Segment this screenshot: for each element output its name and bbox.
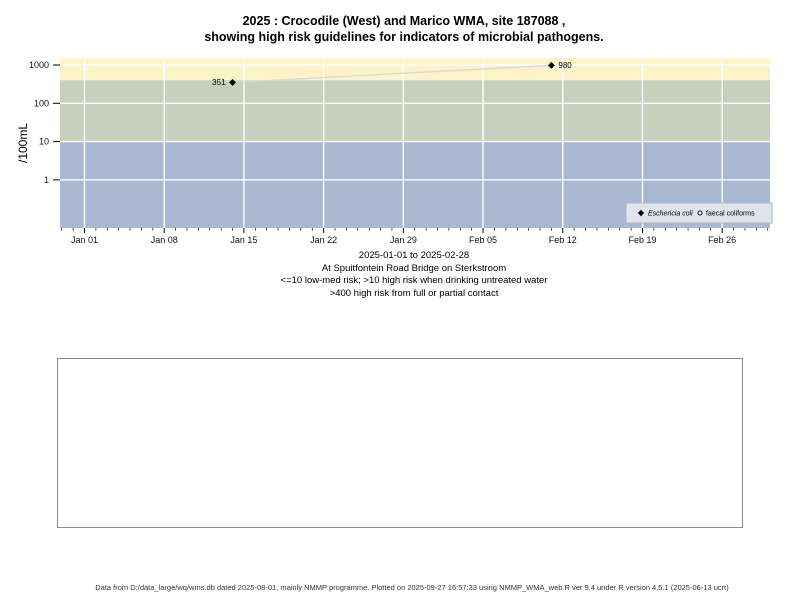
series-line-ecoli	[232, 64, 552, 84]
x-tick-label: Jan 08	[151, 235, 178, 245]
caption-contact-risk: >400 high risk from full or partial cont…	[329, 287, 499, 299]
chart-subtitle: showing high risk guidelines for indicat…	[204, 30, 604, 44]
caption-date-range: 2025-01-01 to 2025-02-28	[358, 250, 470, 261]
legend-marker-faecal-coliforms-icon	[697, 210, 703, 216]
legend-label-escherichia-coli: Eschericia coli	[648, 211, 693, 218]
risk-band-10-to-400-high-risk-drinking	[60, 80, 770, 142]
risk-band-above-400-high-risk-contact	[60, 58, 770, 81]
data-point-label: 980	[558, 61, 572, 70]
data-point-marker	[547, 61, 555, 69]
y-tick-label: 1000	[29, 60, 49, 70]
x-tick-label: Jan 15	[230, 235, 257, 245]
legend-box	[625, 202, 773, 224]
caption-drinking-risk: <=10 low-med risk; >10 high risk when dr…	[280, 275, 548, 286]
data-point-marker	[229, 79, 236, 86]
chart-title: 2025 : Crocodile (West) and Marico WMA, …	[242, 14, 566, 28]
data-point-label: 351	[212, 78, 226, 87]
x-tick-label: Jan 29	[390, 235, 417, 245]
y-tick-label: 10	[39, 137, 49, 147]
x-tick-label: Jan 22	[310, 235, 337, 245]
footer-text: Data from D:/data_large/wq/wms.db dated …	[95, 583, 729, 592]
caption-block: 2025-01-01 to 2025-02-28 At Spuitfontein…	[29, 250, 799, 300]
x-tick-label: Feb 26	[708, 235, 736, 245]
plot-svg: 1 10 100 1000 Jan 01 Jan 08 Jan 15 Jan 22 Jan 29…	[29, 58, 773, 245]
x-tick-label: Feb 19	[628, 235, 656, 245]
legend-marker-escherichia-coli-icon	[637, 209, 645, 217]
y-tick-label: 100	[34, 98, 49, 108]
x-tick-label: Feb 12	[549, 235, 577, 245]
x-tick-label: Feb 05	[469, 235, 497, 245]
y-tick-label: 1	[44, 175, 49, 185]
caption-location: At Spuitfontein Road Bridge on Sterkstro…	[321, 262, 507, 274]
chart-title-block: 2025 : Crocodile (West) and Marico WMA, …	[4, 13, 800, 45]
x-tick-label: Jan 01	[71, 235, 98, 245]
empty-panel	[57, 358, 743, 528]
legend-label-faecal-coliforms: faecal coliforms	[706, 211, 755, 218]
